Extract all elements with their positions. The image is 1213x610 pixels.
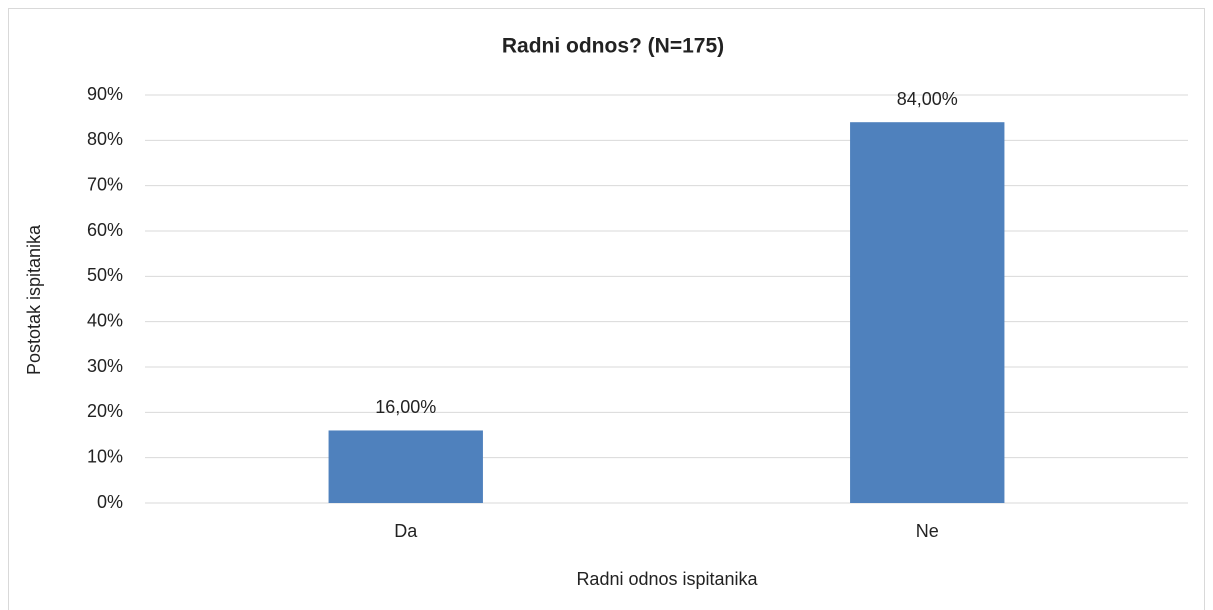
y-tick-label: 10% xyxy=(87,446,123,466)
y-tick-label: 50% xyxy=(87,265,123,285)
y-tick-label: 0% xyxy=(97,492,123,512)
x-tick-label: Da xyxy=(394,521,418,541)
y-tick-label: 40% xyxy=(87,310,123,330)
y-tick-label: 90% xyxy=(87,84,123,104)
y-tick-label: 30% xyxy=(87,356,123,376)
chart-title: Radni odnos? (N=175) xyxy=(502,35,724,58)
y-tick-label: 80% xyxy=(87,129,123,149)
y-axis-label: Postotak ispitanika xyxy=(24,224,44,375)
y-tick-label: 70% xyxy=(87,174,123,194)
bar xyxy=(328,430,483,503)
data-label: 84,00% xyxy=(897,89,958,109)
x-axis-label: Radni odnos ispitanika xyxy=(576,569,758,589)
data-label: 16,00% xyxy=(375,397,436,417)
y-tick-label: 20% xyxy=(87,401,123,421)
chart-frame xyxy=(8,8,1205,610)
y-tick-label: 60% xyxy=(87,220,123,240)
bar xyxy=(850,122,1005,503)
x-tick-label: Ne xyxy=(916,521,939,541)
